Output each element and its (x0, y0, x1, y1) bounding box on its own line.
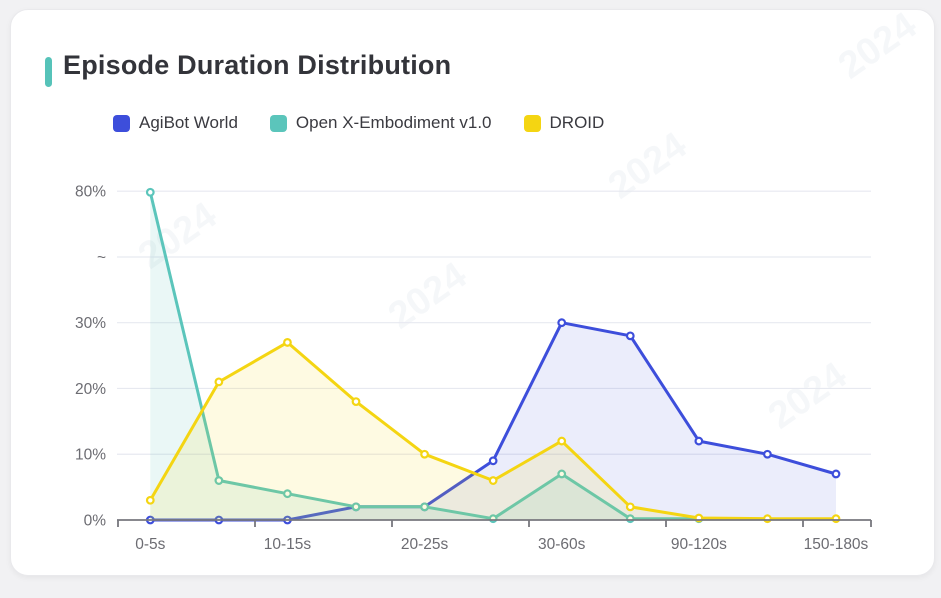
watermark-text: 2024 (831, 4, 924, 87)
title-accent-bar (45, 57, 52, 87)
x-axis-label: 150-180s (804, 536, 869, 553)
series-open-x-embodiment-v1-0 (145, 187, 704, 524)
data-point-marker[interactable] (763, 449, 772, 459)
data-point-marker[interactable] (214, 476, 224, 485)
watermark-text: 2024 (601, 124, 694, 207)
data-point-marker[interactable] (420, 449, 429, 459)
x-axis-label: 0-5s (135, 536, 165, 553)
gridlines (117, 190, 871, 455)
watermark-text: 2024 (381, 254, 474, 337)
y-axis-label: 80% (75, 184, 106, 201)
y-axis-label: 10% (75, 447, 106, 464)
x-axis-label: 90-120s (671, 536, 727, 553)
y-axis-label: 30% (75, 315, 106, 332)
data-point-marker[interactable] (831, 514, 841, 524)
data-point-marker[interactable] (625, 331, 635, 341)
data-point-marker[interactable] (694, 436, 704, 446)
y-axis-label: 20% (75, 381, 106, 398)
data-point-marker[interactable] (214, 377, 224, 387)
page-title: Episode Duration Distribution (63, 50, 452, 80)
series-area (150, 342, 837, 520)
data-point-marker[interactable] (145, 187, 155, 197)
data-point-marker[interactable] (625, 502, 635, 512)
data-point-marker[interactable] (145, 495, 155, 505)
data-point-marker[interactable] (488, 476, 498, 485)
legend-item-droid[interactable]: DROID (523, 113, 605, 133)
data-point-marker[interactable] (420, 502, 429, 512)
legend-item-open-x-embodiment[interactable]: Open X-Embodiment v1.0 (269, 113, 492, 133)
legend-swatch-open-x-embodiment (269, 114, 287, 132)
data-point-marker[interactable] (763, 514, 772, 524)
watermark-text: 2024 (131, 194, 224, 277)
legend-label: AgiBot World (139, 113, 238, 132)
data-point-marker[interactable] (283, 489, 292, 499)
data-point-marker[interactable] (351, 397, 361, 407)
data-point-marker[interactable] (283, 338, 292, 347)
watermark-text: 2024 (761, 354, 854, 437)
data-point-marker[interactable] (557, 436, 567, 446)
series-area (150, 192, 699, 521)
x-axis (117, 519, 872, 527)
legend-swatch-agibot-world (113, 114, 130, 132)
legend-item-agibot-world[interactable]: AgiBot World (113, 113, 238, 133)
data-point-marker[interactable] (557, 318, 567, 328)
data-point-marker[interactable] (488, 456, 498, 466)
x-axis-label: 20-25s (401, 536, 449, 553)
x-axis-label: 10-15s (264, 536, 312, 553)
data-point-marker[interactable] (831, 469, 841, 479)
legend-label: Open X-Embodiment v1.0 (295, 113, 492, 132)
chart-card: Episode Duration Distribution AgiBot Wor… (10, 9, 935, 576)
x-axis-labels: 0-5s 10-15s 20-25s 30-60s 90-120s 150-180s (135, 536, 868, 553)
x-axis-label: 30-60s (538, 536, 586, 553)
series-droid (145, 338, 841, 524)
data-point-marker[interactable] (557, 469, 567, 479)
y-axis-break-label: ~ (97, 249, 106, 266)
chart-legend: AgiBot World Open X-Embodiment v1.0 DROI… (113, 113, 604, 133)
legend-swatch-droid (523, 114, 541, 132)
y-axis-label: 0% (84, 512, 107, 529)
data-point-marker[interactable] (351, 502, 361, 512)
y-axis-labels: 0% 10% 20% 30% ~80% (75, 184, 106, 530)
legend-label: DROID (549, 113, 605, 132)
series-area (150, 322, 837, 520)
